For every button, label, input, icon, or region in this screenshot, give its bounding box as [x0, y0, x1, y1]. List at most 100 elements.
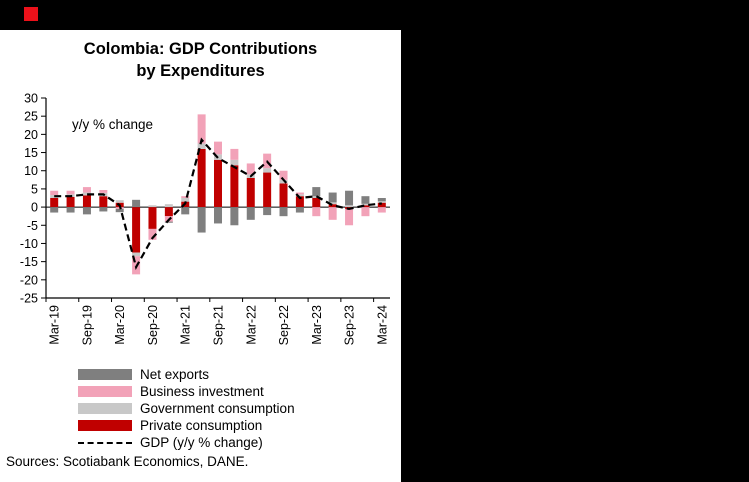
bar-segment [328, 192, 337, 203]
bar-segment [115, 208, 124, 213]
bar-segment [214, 159, 222, 208]
x-axis-tick-label: Sep-19 [80, 305, 94, 345]
bar-segment [312, 187, 321, 197]
y-axis-tick-label: 20 [24, 128, 38, 142]
bar-segment [345, 190, 354, 206]
bar-segment [66, 190, 75, 195]
legend-item: GDP (y/y % change) [78, 434, 295, 451]
legend-item: Government consumption [78, 400, 295, 417]
y-axis-tick-label: -15 [20, 255, 38, 269]
bar-segment [230, 159, 239, 166]
x-axis-tick-label: Sep-23 [343, 305, 357, 345]
bar-segment [312, 207, 321, 217]
bar-segment [214, 141, 222, 155]
bar-segment [132, 207, 141, 253]
plot-annotation: y/y % change [72, 117, 153, 132]
bar-segment [263, 172, 272, 208]
x-axis-tick-label: Mar-21 [179, 305, 193, 345]
legend: Net exports Business investment Government… [78, 366, 295, 451]
bar-segment [132, 252, 141, 257]
bar-segment [164, 221, 173, 223]
bar-segment [295, 194, 304, 197]
bar-segment [214, 207, 222, 224]
scotiabank-logo-red-square [24, 7, 38, 21]
y-axis-tick-label: 30 [24, 92, 38, 106]
bar-segment [328, 204, 337, 208]
bar-segment [181, 207, 190, 215]
bar-segment [377, 202, 386, 208]
bar-segment [230, 148, 239, 160]
bar-segment [82, 207, 91, 215]
bar-segment [263, 168, 272, 173]
bar-segment [263, 207, 272, 216]
legend-label: Government consumption [140, 401, 295, 416]
y-axis-tick-label: 10 [24, 164, 38, 178]
legend-color-swatch [78, 369, 132, 380]
legend-label: Net exports [140, 367, 210, 382]
legend-color-swatch [78, 403, 132, 414]
bar-segment [132, 199, 141, 208]
bar-segment [345, 208, 354, 226]
legend-item: Net exports [78, 366, 295, 383]
x-axis-tick-label: Sep-21 [212, 305, 226, 345]
bar-segment [295, 207, 304, 213]
chart-title: Colombia: GDP Contributions by Expenditu… [0, 38, 401, 82]
bar-segment [361, 207, 370, 217]
bar-segment [345, 205, 354, 208]
x-axis-tick-label: Mar-19 [48, 305, 62, 345]
bar-segment [246, 178, 255, 208]
legend-label: Business investment [140, 384, 264, 399]
bar-segment [377, 198, 386, 202]
bar-segment [246, 207, 255, 220]
bar-segment [328, 202, 337, 205]
x-axis-tick-label: Mar-23 [310, 305, 324, 345]
bar-segment [82, 187, 91, 193]
y-axis-tick-label: -20 [20, 273, 38, 287]
bar-segment [164, 204, 173, 208]
chart-panel: Colombia: GDP Contributions by Expenditu… [0, 30, 401, 482]
x-axis-tick-label: Sep-22 [277, 305, 291, 345]
bar-segment [99, 190, 108, 193]
bar-segment [148, 205, 157, 208]
bar-segment [246, 163, 255, 175]
y-axis-tick-label: -5 [27, 219, 38, 233]
chart-title-line2: by Expenditures [136, 62, 265, 80]
x-axis-tick-label: Sep-20 [146, 305, 160, 345]
legend-dashed-line-swatch [78, 441, 132, 444]
legend-item: Business investment [78, 383, 295, 400]
x-axis-tick-label: Mar-20 [113, 305, 127, 345]
y-axis-tick-label: 15 [24, 146, 38, 160]
legend-label: Private consumption [140, 418, 263, 433]
bar-segment [197, 114, 206, 144]
y-axis-tick-label: 25 [24, 110, 38, 124]
bar-segment [361, 203, 370, 206]
bar-segment [361, 205, 370, 208]
y-axis-tick-label: -25 [20, 292, 38, 306]
bar-segment [377, 207, 386, 213]
bar-segment [230, 165, 239, 208]
bar-segment [50, 190, 59, 196]
legend-label: GDP (y/y % change) [140, 435, 263, 450]
bar-segment [377, 201, 386, 203]
bar-segment [115, 200, 124, 203]
x-axis-tick-label: Mar-24 [375, 305, 389, 345]
bar-segment [197, 143, 206, 149]
bar-segment [164, 207, 173, 217]
bar-segment [312, 198, 321, 208]
bar-segment [279, 183, 288, 208]
bar-segment [82, 195, 91, 208]
gdp-contributions-chart: 30 25 20 15 10 5 0 -5 -10 -15 -20 -25 Mar-19 Sep-19 Ma… [20, 92, 390, 345]
y-axis-tick-label: 5 [31, 182, 38, 196]
bar-segment [66, 196, 75, 208]
bar-segment [230, 207, 239, 226]
y-axis-tick-label: -10 [20, 237, 38, 251]
legend-item: Private consumption [78, 417, 295, 434]
bar-segment [99, 196, 108, 208]
y-axis-tick-label: 0 [31, 201, 38, 215]
bar-segment [181, 196, 190, 198]
bar-segment [279, 170, 288, 180]
gdp-line [54, 137, 382, 270]
legend-color-swatch [78, 420, 132, 431]
bar-segment [50, 198, 59, 208]
